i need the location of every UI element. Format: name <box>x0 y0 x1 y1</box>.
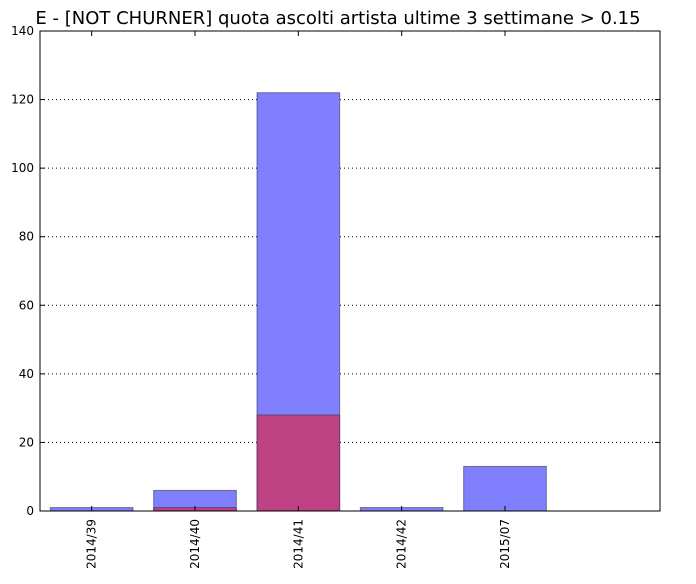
x-tick-label-2: 2014/41 <box>291 519 305 569</box>
y-tick-label-5: 100 <box>11 161 34 175</box>
x-tick-label-4: 2015/07 <box>498 519 512 569</box>
bar-series1-2015-07 <box>463 465 547 512</box>
y-tick-label-7: 140 <box>11 24 34 38</box>
x-tick-label-1: 2014/40 <box>188 519 202 569</box>
plot-frame <box>39 30 661 512</box>
x-tick-label-0: 2014/39 <box>85 519 99 569</box>
y-tick-label-2: 40 <box>19 367 34 381</box>
bar-series2-2014-41 <box>256 414 341 512</box>
y-tick-label-4: 80 <box>19 230 34 244</box>
y-tick-label-0: 0 <box>26 504 34 518</box>
y-tick-label-1: 20 <box>19 435 34 449</box>
chart-title: E - [NOT CHURNER] quota ascolti artista … <box>35 8 640 29</box>
x-tick-label-3: 2014/42 <box>395 519 409 569</box>
y-tick-label-3: 60 <box>19 298 34 312</box>
y-tick-label-6: 120 <box>11 93 34 107</box>
